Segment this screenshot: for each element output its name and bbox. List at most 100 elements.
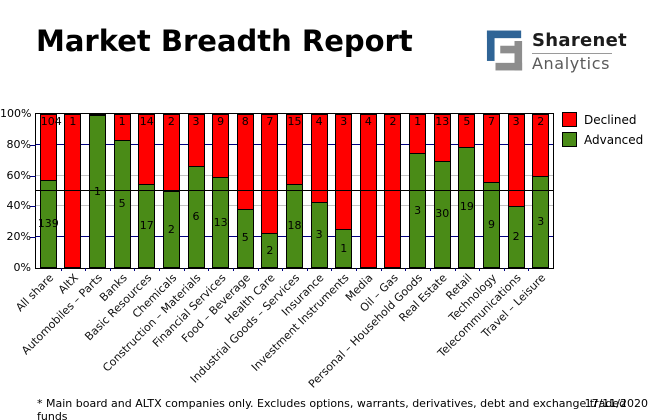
category-tick bbox=[528, 268, 530, 271]
advanced-segment: 139 bbox=[37, 180, 59, 267]
category-tick bbox=[282, 268, 284, 271]
logo-subtitle: Analytics bbox=[532, 54, 611, 73]
category-tick bbox=[134, 268, 136, 271]
declined-value-label: 9 bbox=[217, 115, 225, 128]
advanced-value-label: 13 bbox=[213, 215, 228, 229]
declined-value-label: 4 bbox=[364, 115, 372, 128]
category-tick bbox=[380, 268, 382, 271]
bar-all-share: 139 104 bbox=[37, 114, 62, 268]
y-axis-tick bbox=[30, 175, 36, 177]
advanced-segment: 6 bbox=[188, 165, 204, 267]
advanced-segment: 19 bbox=[459, 146, 475, 267]
advanced-value-label: 3 bbox=[315, 227, 323, 241]
report-date: 17/11/2020 bbox=[584, 397, 648, 410]
declined-value-label: 4 bbox=[315, 115, 323, 128]
logo-name: Sharenet bbox=[532, 30, 628, 51]
declined-value-label: 1 bbox=[414, 115, 422, 128]
advanced-segment: 30 bbox=[434, 160, 450, 267]
advanced-segment: 5 bbox=[114, 140, 130, 267]
declined-value-label: 13 bbox=[435, 115, 450, 128]
category-tick bbox=[232, 268, 234, 271]
category-tick bbox=[454, 268, 456, 271]
declined-value-label: 2 bbox=[167, 115, 175, 128]
advanced-segment: 2 bbox=[262, 233, 278, 267]
declined-value-label: 3 bbox=[192, 115, 200, 128]
category-tick bbox=[306, 268, 308, 271]
y-axis-tick bbox=[30, 144, 36, 146]
advanced-segment: 3 bbox=[410, 153, 426, 267]
bar-industrial-goods-services: 18 15 bbox=[286, 114, 303, 268]
advanced-value-label: 18 bbox=[287, 219, 302, 233]
advanced-value-label: 6 bbox=[192, 209, 200, 223]
declined-value-label: 14 bbox=[139, 115, 154, 128]
declined-value-label: 104 bbox=[40, 115, 62, 128]
category-tick bbox=[257, 268, 259, 271]
category-tick bbox=[503, 268, 505, 271]
advanced-segment: 9 bbox=[483, 181, 499, 267]
declined-value-label: 1 bbox=[118, 115, 126, 128]
declined-value-label: 7 bbox=[266, 115, 274, 128]
advanced-segment: 5 bbox=[237, 208, 253, 267]
bar-basic-resources: 17 14 bbox=[138, 114, 156, 268]
category-tick bbox=[208, 268, 210, 271]
advanced-value-label: 2 bbox=[512, 230, 520, 244]
legend-label-declined: Declined bbox=[584, 112, 637, 127]
category-tick bbox=[429, 268, 431, 271]
category-tick bbox=[356, 268, 358, 271]
legend-label-advanced: Advanced bbox=[584, 132, 644, 147]
advanced-value-label: 2 bbox=[167, 222, 175, 236]
bar-media: 4 bbox=[359, 114, 377, 268]
category-tick bbox=[109, 268, 111, 271]
advanced-swatch bbox=[562, 132, 577, 147]
advanced-segment: 1 bbox=[90, 115, 106, 267]
advanced-value-label: 9 bbox=[487, 217, 495, 231]
declined-value-label: 5 bbox=[463, 115, 471, 128]
legend-item-declined: Declined bbox=[562, 112, 643, 127]
category-tick bbox=[183, 268, 185, 271]
advanced-segment: 17 bbox=[139, 183, 155, 267]
advanced-segment: 2 bbox=[508, 206, 524, 267]
declined-value-label: 8 bbox=[241, 115, 249, 128]
y-axis-label: 0% bbox=[13, 261, 31, 274]
y-axis-label: 100% bbox=[0, 107, 32, 120]
y-axis-label: 20% bbox=[6, 230, 31, 244]
declined-swatch bbox=[562, 112, 577, 127]
advanced-segment: 3 bbox=[533, 175, 549, 267]
y-axis-tick bbox=[30, 237, 36, 239]
plot-area: 139 104 1 1 5 1 17 14 2 2 6 3 13 9 5 8 2 7 18 15 3 4 1 3 4 2 3 1 30 1… bbox=[30, 113, 554, 271]
advanced-value-label: 139 bbox=[37, 217, 59, 231]
advanced-value-label: 3 bbox=[537, 214, 545, 228]
category-tick bbox=[60, 268, 62, 271]
footnote: * Main board and ALTX companies only. Ex… bbox=[37, 397, 627, 420]
advanced-value-label: 5 bbox=[241, 231, 249, 245]
declined-value-label: 7 bbox=[487, 115, 495, 128]
declined-value-label: 2 bbox=[389, 115, 397, 128]
advanced-value-label: 5 bbox=[118, 197, 126, 211]
sharenet-logo: Sharenet Analytics bbox=[486, 29, 627, 73]
advanced-value-label: 1 bbox=[94, 184, 102, 198]
bar-retail: 19 5 bbox=[458, 114, 476, 268]
category-tick bbox=[85, 268, 87, 271]
x-axis-label: All share bbox=[12, 271, 56, 315]
logo-divider bbox=[532, 53, 612, 54]
advanced-segment: 2 bbox=[163, 191, 179, 267]
advanced-value-label: 19 bbox=[459, 200, 474, 214]
bar-oil-gas: 2 bbox=[384, 114, 402, 268]
y-axis-label: 60% bbox=[6, 168, 31, 182]
advanced-segment: 3 bbox=[311, 201, 327, 267]
category-tick bbox=[479, 268, 481, 271]
declined-value-label: 3 bbox=[512, 115, 520, 128]
category-tick bbox=[159, 268, 161, 271]
advanced-segment: 18 bbox=[287, 184, 302, 267]
advanced-value-label: 3 bbox=[414, 203, 422, 217]
category-tick bbox=[331, 268, 333, 271]
y-axis-label: 80% bbox=[6, 137, 31, 151]
advanced-segment: 13 bbox=[213, 177, 229, 267]
page-title: Market Breadth Report bbox=[36, 24, 413, 58]
logo-text: Sharenet Analytics bbox=[532, 29, 627, 73]
